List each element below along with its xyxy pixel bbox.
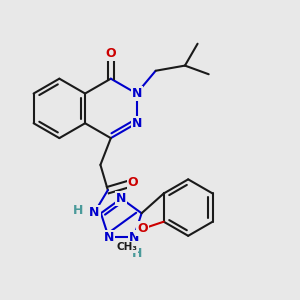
Text: O: O (137, 222, 148, 235)
Text: CH₃: CH₃ (116, 242, 137, 252)
Text: N: N (131, 117, 142, 130)
Text: H: H (73, 203, 83, 217)
Text: H: H (132, 247, 142, 260)
Text: N: N (129, 231, 139, 244)
Text: N: N (131, 87, 142, 100)
Text: N: N (116, 192, 126, 205)
Text: N: N (103, 231, 114, 244)
Text: O: O (128, 176, 138, 189)
Text: N: N (89, 206, 100, 219)
Text: O: O (106, 47, 116, 60)
